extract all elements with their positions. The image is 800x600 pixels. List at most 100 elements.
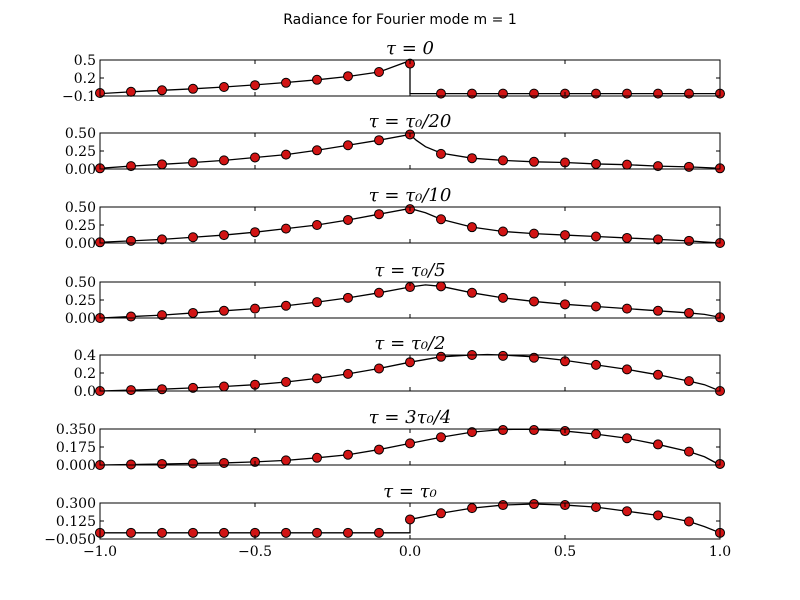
y-tick-label: −0.1 [62,89,96,105]
subplot-1: τ = 0 −0.1 0.2 0.5 [62,38,725,105]
subplot-panels: τ = 0−0.10.20.5τ = τ₀/200.000.250.50τ = … [44,38,731,560]
data-point [436,148,446,159]
data-point [126,459,136,470]
data-point [591,502,601,513]
subplot-title: τ = τ₀/5 [374,260,445,281]
data-point [343,214,353,225]
data-point [653,439,663,450]
subplot-6: τ = 3τ₀/4 0.000 0.175 0.350 [56,407,725,474]
y-tick-label: 0.00 [65,236,96,252]
data-point [281,300,291,311]
data-point [188,83,198,94]
data-point [188,527,198,538]
data-point [436,281,446,292]
data-point [405,514,415,525]
data-point [312,452,322,463]
subplot-4: τ = τ₀/5 0.00 0.25 0.50 [65,260,725,327]
data-point [219,82,229,92]
data-point [188,382,198,393]
y-tick-label: 0.125 [56,514,96,530]
data-point [653,161,663,172]
data-point [467,427,477,438]
data-point [157,85,167,96]
data-point [405,357,415,368]
x-tick-label: 1.0 [709,544,731,560]
data-point [498,500,508,511]
data-point [343,449,353,460]
data-point [498,350,508,361]
data-point [684,307,694,318]
data-point [467,503,477,514]
data-point [653,305,663,316]
data-point [591,158,601,169]
data-point [281,223,291,234]
data-point [560,299,570,310]
data-point [374,67,384,77]
data-point [622,88,632,99]
y-tick-label: 0.4 [74,348,96,364]
data-point [188,307,198,318]
data-point [219,457,229,468]
y-tick-label: 0.300 [56,496,96,512]
data-point [622,506,632,517]
data-point [188,157,198,168]
data-point [312,220,322,230]
data-point [529,296,539,307]
subplot-2: τ = τ₀/20 0.00 0.25 0.50 [65,111,725,178]
data-point [591,301,601,312]
data-point [126,161,136,172]
data-point [653,88,663,99]
data-point [467,287,477,298]
series-line [99,133,721,169]
data-point [622,433,632,444]
data-point [622,232,632,243]
data-point [281,377,291,387]
figure-title: Radiance for Fourier mode m = 1 [283,12,516,28]
data-point [591,231,601,242]
data-point [157,458,167,469]
data-point [188,458,198,469]
data-point [157,310,167,321]
data-point [684,516,694,527]
data-point [467,222,477,233]
data-point [374,287,384,298]
x-tick-label: 0.0 [399,544,421,560]
data-point [312,373,322,384]
data-point [250,227,260,238]
data-point [653,234,663,245]
y-tick-label: 0.2 [74,71,96,87]
data-point [126,385,136,396]
data-point [126,527,136,538]
data-point [250,80,260,91]
data-point [529,228,539,239]
data-point [374,135,384,146]
data-point [374,363,384,374]
data-point [312,527,322,538]
data-point [126,86,136,97]
subplot-title: τ = τ₀/20 [369,111,452,132]
data-point [374,444,384,455]
y-tick-label: 0.25 [65,218,96,234]
data-point [126,235,136,246]
data-point [157,159,167,170]
y-tick-label: 0.5 [74,53,96,69]
data-point [343,71,353,82]
data-point [312,297,322,308]
y-tick-label: −0.050 [44,532,96,548]
subplot-title: τ = 0 [386,38,434,59]
data-point [529,499,539,510]
data-point [157,234,167,245]
data-point [250,303,260,314]
data-point [219,230,229,241]
data-point [684,376,694,387]
subplot-title: τ = τ₀/2 [374,333,445,354]
subplot-title: τ = 3τ₀/4 [369,407,452,428]
data-point [157,384,167,395]
series-line [99,284,721,319]
data-point [281,455,291,466]
data-point [436,508,446,519]
data-point [467,88,477,99]
data-point [529,156,539,167]
data-point [343,368,353,379]
data-point [684,88,694,99]
